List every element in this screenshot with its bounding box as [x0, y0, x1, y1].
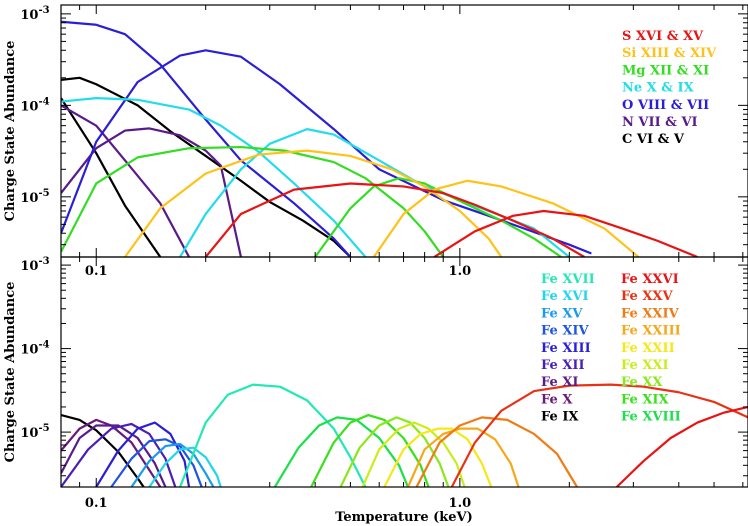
series-line-10	[273, 416, 410, 487]
legend-entry: Mg XII & XI	[622, 63, 709, 78]
series-line-17	[450, 383, 748, 487]
series-line-9	[179, 383, 367, 487]
series-line-5	[95, 421, 191, 487]
legend-entry: Ne X & IX	[622, 81, 695, 96]
legend-entry: O VIII & VII	[622, 98, 709, 113]
y-tick-label: 10-4	[20, 340, 49, 358]
series-line-13	[204, 182, 585, 257]
legend-entry: Fe XXII	[621, 341, 675, 356]
series-line-15	[406, 427, 520, 487]
series-line-11	[310, 413, 430, 487]
legend-entry: Fe XII	[541, 358, 585, 373]
legend-entry: Fe XVI	[541, 289, 589, 304]
legend-entry: Fe XXV	[621, 289, 673, 304]
series-line-6	[61, 20, 352, 257]
series-line-3	[61, 127, 243, 257]
series-line-10	[314, 177, 562, 257]
series-line-12	[339, 416, 450, 487]
x-tick-label: 1.0	[449, 264, 472, 279]
series-line-7	[61, 97, 367, 257]
y-tick-label: 10-3	[20, 256, 49, 274]
legend-entry: Fe XV	[541, 306, 583, 321]
series-line-8	[148, 446, 222, 487]
legend-entry: Fe XXVI	[621, 272, 679, 287]
series-line-1	[61, 413, 145, 487]
x-tick-label: 0.1	[85, 496, 108, 511]
legend-entry: Fe XVIII	[621, 410, 681, 425]
legend-entry: Fe XXIII	[621, 324, 681, 339]
x-tick-label: 1.0	[449, 496, 472, 511]
legend-entry: Fe XIV	[541, 324, 589, 339]
series-line-2	[61, 76, 352, 257]
series-line-18	[615, 405, 748, 487]
legend-entry: Fe X	[541, 392, 573, 407]
top-y-axis-label: Charge State Abundance	[3, 41, 18, 222]
series-line-4	[61, 422, 177, 487]
series-line-8	[179, 128, 571, 257]
legend-entry: C VI & V	[622, 132, 685, 147]
legend-entry: Fe XIX	[621, 392, 669, 407]
series-line-11	[124, 149, 503, 257]
legend-entry: Fe XIII	[541, 341, 591, 356]
bottom-panel: 0.1 1.0 10-5 10-4 10-3 Fe XVII Fe XVI Fe XV Fe …	[3, 256, 748, 525]
legend-entry: Si XIII & XIV	[622, 46, 717, 61]
top-panel: 0.1 1.0 10-5 10-4 10-3 S XVI & XV Si XIII & X…	[3, 4, 748, 279]
legend-entry: S XVI & XV	[622, 29, 704, 44]
x-axis-label: Temperature (keV)	[335, 510, 473, 525]
x-tick-label: 0.1	[85, 264, 108, 279]
legend-entry: Fe XXI	[621, 358, 669, 373]
series-line-12	[372, 179, 640, 257]
y-tick-label: 10-3	[20, 5, 49, 23]
legend-entry: Fe XXIV	[621, 306, 680, 321]
legend-entry: Fe IX	[541, 410, 579, 425]
series-line-14	[383, 427, 493, 487]
y-tick-label: 10-5	[20, 188, 49, 206]
legend-entry: Fe XI	[541, 375, 578, 390]
series-line-13	[361, 421, 466, 487]
series-line-4	[61, 104, 191, 257]
series-line-14	[433, 209, 698, 257]
bottom-y-axis-label: Charge State Abundance	[3, 282, 18, 463]
y-tick-label: 10-4	[20, 96, 49, 114]
legend-entry: N VII & VI	[622, 115, 698, 130]
legend-entry: Fe XVII	[541, 272, 595, 287]
y-tick-label: 10-5	[20, 423, 49, 441]
series-line-7	[130, 442, 215, 487]
series-line-9	[61, 145, 445, 257]
legend-entry: Fe XX	[621, 375, 663, 390]
series-line-3	[61, 424, 167, 487]
series-line-6	[110, 438, 203, 487]
